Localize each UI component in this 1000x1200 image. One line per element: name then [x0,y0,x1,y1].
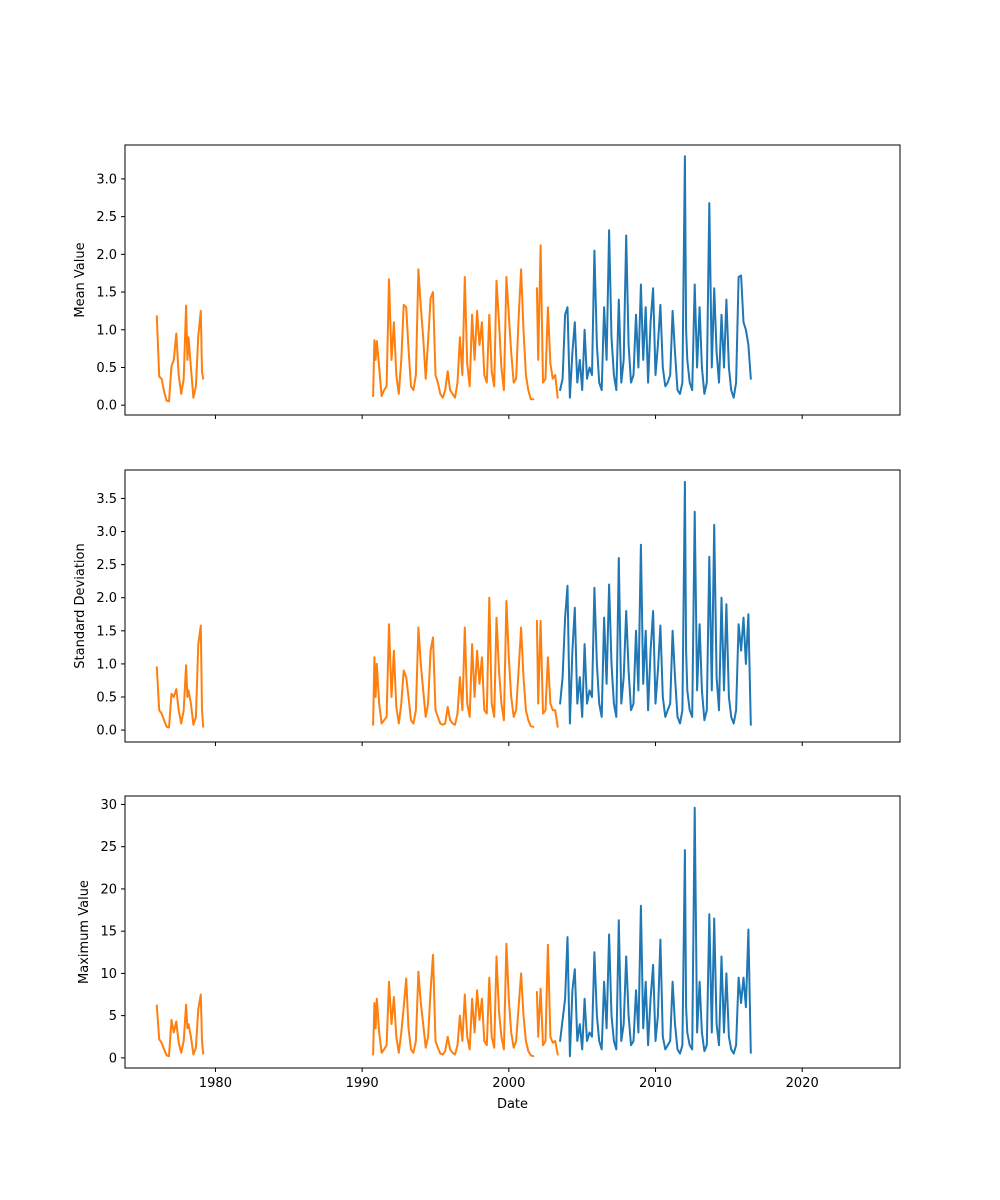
y-tick-label: 2.0 [96,248,117,263]
y-tick-label: 30 [100,798,117,813]
y-tick-label: 0 [109,1051,117,1066]
y-tick-label: 3.0 [96,525,117,540]
y-tick-label: 0.5 [96,361,117,376]
panel-3-frame [124,795,901,1069]
panel-2-series-1-segment-1 [155,624,205,729]
y-axis-label: Maximum Value [77,880,92,984]
y-tick-label: 2.5 [96,558,117,573]
y-tick-label: 3.0 [96,172,117,187]
panel-3-series-2-segment-1 [559,806,752,1058]
panel-1-series-1-segment-3 [535,244,559,399]
x-tick-label: 2010 [639,1076,672,1091]
y-tick-label: 3.5 [96,492,117,507]
y-tick-label: 2.5 [96,210,117,225]
panel-1-frame [124,144,901,416]
y-tick-label: 25 [100,840,117,855]
x-tick-label: 1990 [346,1076,379,1091]
y-tick-label: 1.0 [96,323,117,338]
panel-3-series-1-segment-2 [372,942,535,1058]
y-axis-label: Mean Value [73,242,88,317]
panel-3-series-1-segment-3 [535,943,559,1056]
y-tick-label: 0.5 [96,690,117,705]
y-tick-label: 10 [100,967,117,982]
x-tick-label: 1980 [199,1076,232,1091]
y-tick-label: 1.5 [96,286,117,301]
panel-2-frame [124,469,901,743]
y-tick-label: 0.0 [96,399,117,414]
panel-3-series-1-segment-1 [155,993,205,1058]
panel-1-series-2-segment-1 [559,155,752,399]
panel-2-series-1-segment-2 [372,596,535,728]
y-tick-label: 5 [109,1009,117,1024]
y-axis-label: Standard Deviation [73,543,88,668]
y-tick-label: 1.0 [96,657,117,672]
y-tick-label: 20 [100,882,117,897]
panel-2: 0.0 0.5 1.0 1.5 2.0 2.5 3.0 3.5 Standard Deviati… [73,469,901,746]
x-tick-label: 2000 [492,1076,525,1091]
y-tick-label: 0.0 [96,724,117,739]
x-tick-label: 2020 [786,1076,819,1091]
x-axis-label: Date [497,1097,528,1112]
y-tick-label: 2.0 [96,591,117,606]
panel-1-series-1-segment-2 [372,268,535,401]
panel-1: 0.0 0.5 1.0 1.5 2.0 2.5 3.0 Mean Value [73,144,901,419]
y-tick-label: 15 [100,925,117,940]
panel-3: 0 5 10 15 20 25 30 1980 1990 2000 2010 2020 Maximum … [77,795,901,1112]
panel-2-series-2-segment-1 [559,480,752,726]
panel-2-series-1-segment-3 [535,619,559,728]
panel-1-series-1-segment-1 [155,304,205,403]
y-tick-label: 1.5 [96,624,117,639]
